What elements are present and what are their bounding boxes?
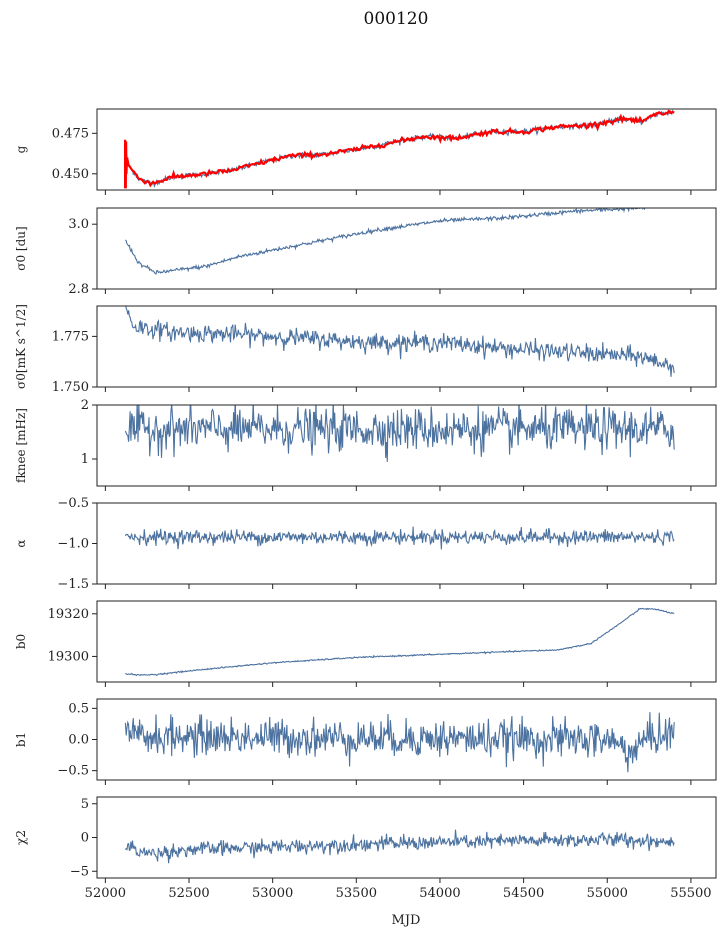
y-tick-label-b1-0: −0.5 bbox=[57, 764, 89, 779]
panel-sigma0: 2.8 3.0 σ0 [du] bbox=[14, 207, 717, 297]
y-axis-label-chi2: χ2 bbox=[14, 830, 28, 845]
panel-frame-sigma0 bbox=[96, 207, 717, 290]
panel-alpha: −1.5 −1.0 −0.5 α bbox=[14, 496, 717, 592]
x-tick-label-0: 52000 bbox=[85, 886, 126, 901]
y-tick-label-b1-2: 0.5 bbox=[68, 701, 89, 716]
panel-frame-sigma0_white bbox=[96, 305, 717, 388]
panel-frame-alpha bbox=[96, 502, 717, 585]
panel-g: 0.450 0.475 g bbox=[14, 108, 717, 195]
x-tick-label-7: 55500 bbox=[670, 886, 711, 901]
panel-b0: 19300 19320 b0 bbox=[14, 600, 717, 687]
panel-frame-chi2 bbox=[96, 796, 717, 879]
y-tick-label-g-1: 0.475 bbox=[52, 126, 89, 141]
y-tick-label-chi2-1: 0 bbox=[81, 831, 89, 846]
y-axis-label-g: g bbox=[14, 145, 28, 153]
y-axis-label-b0: b0 bbox=[14, 634, 28, 649]
y-axis-label-sigma0_white: σ0[mK s^1/2] bbox=[14, 304, 28, 389]
y-axis-label-fknee: fknee [mHz] bbox=[14, 408, 28, 483]
series-line-sigma0_white bbox=[125, 306, 675, 377]
y-tick-label-chi2-0: −5 bbox=[70, 864, 89, 879]
panel-frame-g bbox=[96, 108, 717, 191]
y-tick-label-g-0: 0.450 bbox=[52, 167, 89, 182]
y-tick-label-b0-0: 19300 bbox=[48, 649, 89, 664]
panel-frame-b0 bbox=[96, 600, 717, 683]
y-tick-label-chi2-2: 5 bbox=[81, 797, 89, 812]
series-line-b1 bbox=[124, 712, 675, 773]
panel-fknee: 1 2 fknee [mHz] bbox=[14, 398, 717, 491]
x-tick-label-1: 52500 bbox=[168, 886, 209, 901]
series-line-alpha bbox=[124, 526, 675, 550]
y-tick-label-b1-1: 0.0 bbox=[68, 733, 89, 748]
series-line-b0 bbox=[125, 607, 675, 677]
y-tick-label-sigma0_white-1: 1.775 bbox=[52, 329, 89, 344]
y-axis-label-b1: b1 bbox=[14, 732, 28, 747]
y-tick-label-b0-1: 19320 bbox=[48, 607, 89, 622]
y-tick-label-sigma0-0: 2.8 bbox=[68, 282, 89, 297]
series-line-chi2 bbox=[124, 829, 675, 864]
x-tick-label-6: 55000 bbox=[587, 886, 628, 901]
y-tick-label-alpha-1: −1.0 bbox=[57, 537, 89, 552]
x-tick-label-3: 53500 bbox=[336, 886, 377, 901]
panel-sigma0_white: 1.750 1.775 σ0[mK s^1/2] bbox=[14, 304, 717, 395]
x-axis-label: MJD bbox=[392, 913, 421, 928]
y-tick-label-alpha-2: −0.5 bbox=[57, 496, 89, 511]
model-line-g bbox=[124, 109, 675, 189]
y-axis-label-alpha: α bbox=[14, 539, 28, 547]
y-axis-label-sigma0: σ0 [du] bbox=[14, 226, 28, 270]
panel-frame-fknee bbox=[96, 404, 717, 487]
series-line-fknee bbox=[124, 405, 675, 462]
figure-title: 000120 bbox=[364, 9, 429, 29]
panel-stack: 0.450 0.475 g 2.8 3.0 σ0 [du] 1.750 1.775 σ0[mK … bbox=[14, 108, 717, 901]
y-tick-label-fknee-1: 2 bbox=[81, 398, 89, 413]
y-tick-label-alpha-0: −1.5 bbox=[57, 577, 89, 592]
x-tick-label-4: 54000 bbox=[419, 886, 460, 901]
y-tick-label-sigma0-1: 3.0 bbox=[68, 217, 89, 232]
x-tick-label-2: 53000 bbox=[252, 886, 293, 901]
y-tick-label-fknee-0: 1 bbox=[81, 452, 89, 467]
y-tick-label-sigma0_white-0: 1.750 bbox=[52, 380, 89, 395]
panel-chi2: −5 0 5 52000 52500 53000 53500 54000 54500 55000 5… bbox=[14, 796, 717, 901]
panel-b1: −0.5 0.0 0.5 b1 bbox=[14, 698, 717, 785]
series-line-sigma0 bbox=[124, 208, 671, 275]
x-tick-label-5: 54500 bbox=[503, 886, 544, 901]
